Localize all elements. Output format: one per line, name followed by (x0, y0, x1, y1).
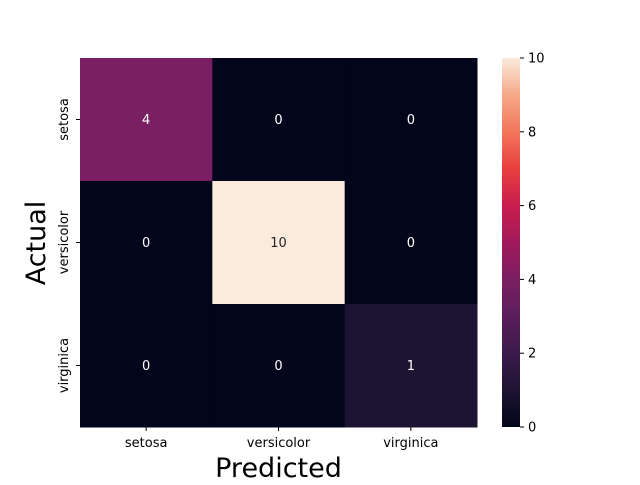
colorbar-gradient (502, 58, 520, 427)
heatmap-cell (212, 304, 346, 428)
y-tick-label: virginica (57, 338, 72, 393)
cell-annotation: 0 (142, 359, 150, 374)
heatmap-cell (344, 181, 478, 305)
colorbar-tick-label: 0 (528, 421, 536, 436)
cell-annotation: 0 (274, 113, 282, 128)
heatmap-cell (212, 181, 346, 305)
y-axis-label: Actual (21, 201, 52, 286)
heatmap-cell (80, 304, 213, 428)
cell-annotation: 0 (274, 359, 282, 374)
x-tick-label: setosa (125, 436, 168, 451)
heatmap-cell (344, 58, 478, 182)
cell-annotation: 0 (407, 113, 415, 128)
x-axis: setosa versicolor virginica (125, 427, 438, 451)
cell-annotation: 0 (142, 236, 150, 251)
cell-annotations: 4 0 0 0 10 0 0 0 1 (142, 113, 415, 374)
y-tick-label: versicolor (57, 210, 72, 274)
colorbar-tick-label: 2 (528, 347, 536, 362)
heatmap-cells (80, 58, 478, 428)
colorbar-tick-label: 8 (528, 125, 536, 140)
y-axis: setosa versicolor virginica (57, 98, 80, 393)
x-tick-label: virginica (383, 436, 438, 451)
heatmap-cell (80, 58, 213, 182)
colorbar-tick-label: 10 (528, 52, 545, 67)
x-tick-label: versicolor (247, 436, 311, 451)
heatmap-cell (344, 304, 478, 428)
colorbar-tick-label: 6 (528, 199, 536, 214)
cell-annotation: 0 (407, 236, 415, 251)
x-axis-label: Predicted (215, 453, 342, 480)
heatmap-cell (80, 181, 213, 305)
cell-annotation: 1 (407, 359, 415, 374)
heatmap-cell (212, 58, 346, 182)
colorbar: 0 2 4 6 8 10 (502, 52, 545, 436)
colorbar-tick-label: 4 (528, 273, 536, 288)
cell-annotation: 10 (270, 236, 287, 251)
cell-annotation: 4 (142, 113, 150, 128)
y-tick-label: setosa (57, 98, 72, 141)
